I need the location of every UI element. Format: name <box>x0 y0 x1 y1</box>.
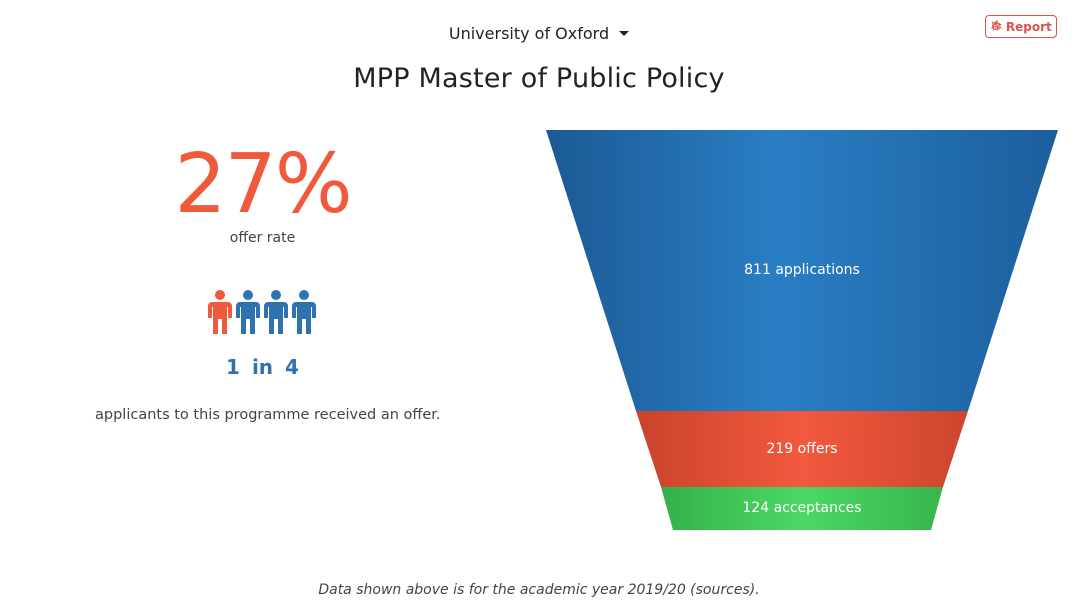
funnel-label-offers: 219 offers <box>766 441 837 457</box>
offer-rate-label: offer rate <box>229 230 296 246</box>
applicants-text: applicants to this programme received an… <box>95 407 441 423</box>
funnel-label-acceptances: 124 acceptances <box>742 500 861 516</box>
person-icon <box>208 290 232 334</box>
person-icon <box>292 290 316 334</box>
report-button[interactable]: 🐞︎ Report <box>985 15 1057 38</box>
report-label: Report <box>1005 19 1052 34</box>
person-icon <box>264 290 288 334</box>
footer-text-before: Data shown above is for the academic yea… <box>318 582 696 598</box>
ratio-total: 4 <box>285 355 299 379</box>
funnel-chart: 811 applications 219 offers 124 acceptan… <box>546 130 1058 530</box>
funnel-segment-applications <box>546 130 1058 411</box>
offer-rate-value: 27% <box>174 137 352 232</box>
caret-down-icon <box>619 31 630 36</box>
footer-text-after: ). <box>749 582 760 598</box>
page-title: MPP Master of Public Policy <box>353 63 725 94</box>
funnel-segment-offers <box>636 411 968 487</box>
ratio-one: 1 <box>226 355 240 379</box>
university-dropdown[interactable]: University of Oxford <box>0 24 1078 43</box>
person-icon <box>236 290 260 334</box>
ratio-in: in <box>251 355 274 379</box>
people-icons <box>207 290 317 334</box>
data-source-note: Data shown above is for the academic yea… <box>0 582 1078 598</box>
funnel-label-applications: 811 applications <box>744 262 860 278</box>
bug-icon: 🐞︎ <box>990 21 1003 32</box>
university-name: University of Oxford <box>448 24 610 43</box>
sources-link[interactable]: sources <box>695 582 750 598</box>
offer-ratio: 1 in 4 <box>120 355 405 379</box>
funnel-segment-acceptances <box>661 487 943 530</box>
